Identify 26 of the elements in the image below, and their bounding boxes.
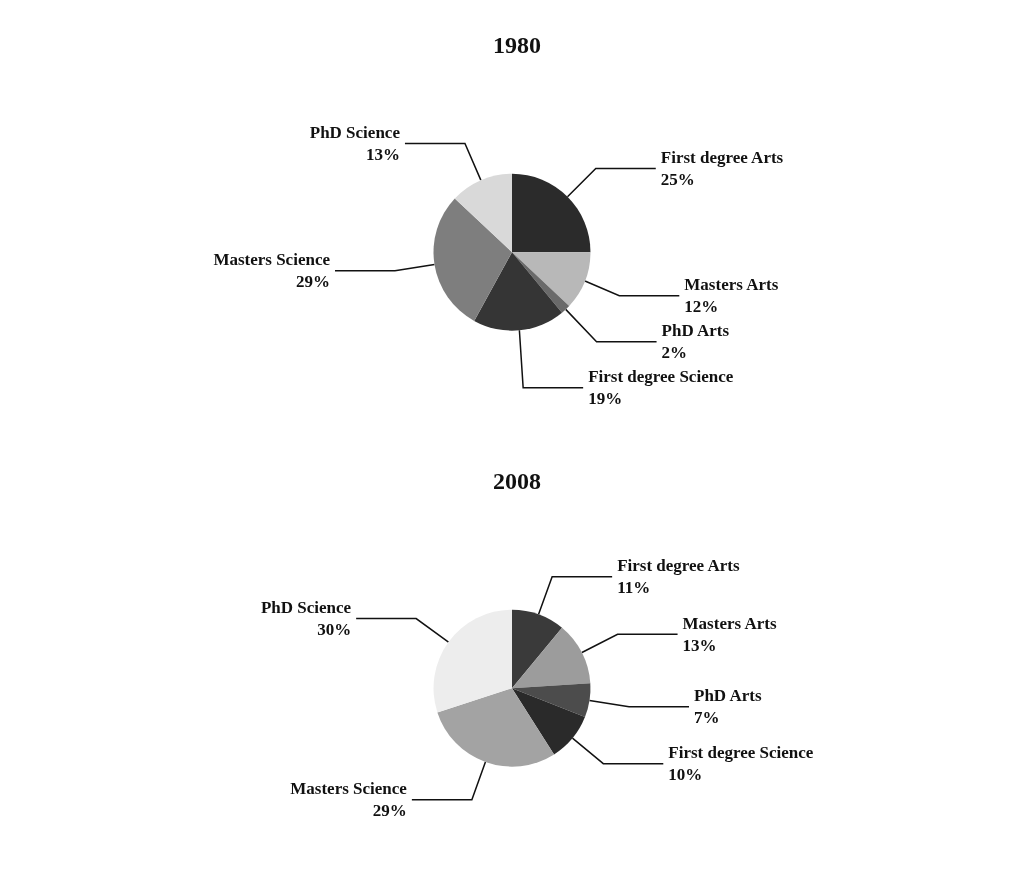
data-label: 13% — [682, 635, 717, 655]
slice-label: First degree Science — [588, 367, 734, 387]
data-label: 29% — [372, 801, 407, 821]
data-label: 12% — [684, 297, 719, 317]
slice-label: First degree Arts — [617, 556, 740, 576]
data-label: 7% — [694, 708, 720, 728]
chart-title: 2008 — [493, 468, 541, 494]
slice-label: First degree Science — [668, 743, 814, 763]
data-label: 25% — [660, 169, 695, 189]
slice-label: PhD Arts — [694, 686, 762, 706]
chart-title: 1980 — [493, 32, 541, 58]
data-label: 19% — [588, 389, 623, 409]
slice-label: First degree Arts — [660, 147, 784, 167]
data-label: 30% — [317, 620, 352, 640]
slice-label: PhD Arts — [661, 321, 730, 341]
data-label: 29% — [295, 272, 330, 292]
data-label: 13% — [365, 144, 400, 164]
data-label: 10% — [668, 765, 703, 785]
slice-label: Masters Science — [290, 779, 408, 799]
slice-label: Masters Science — [213, 250, 331, 270]
data-label: 11% — [617, 578, 651, 598]
slice-label: Masters Arts — [682, 613, 777, 633]
data-label: 2% — [661, 343, 688, 363]
slice-label: PhD Science — [309, 122, 401, 142]
slice-label: Masters Arts — [684, 275, 779, 295]
slice-label: PhD Science — [260, 598, 352, 618]
